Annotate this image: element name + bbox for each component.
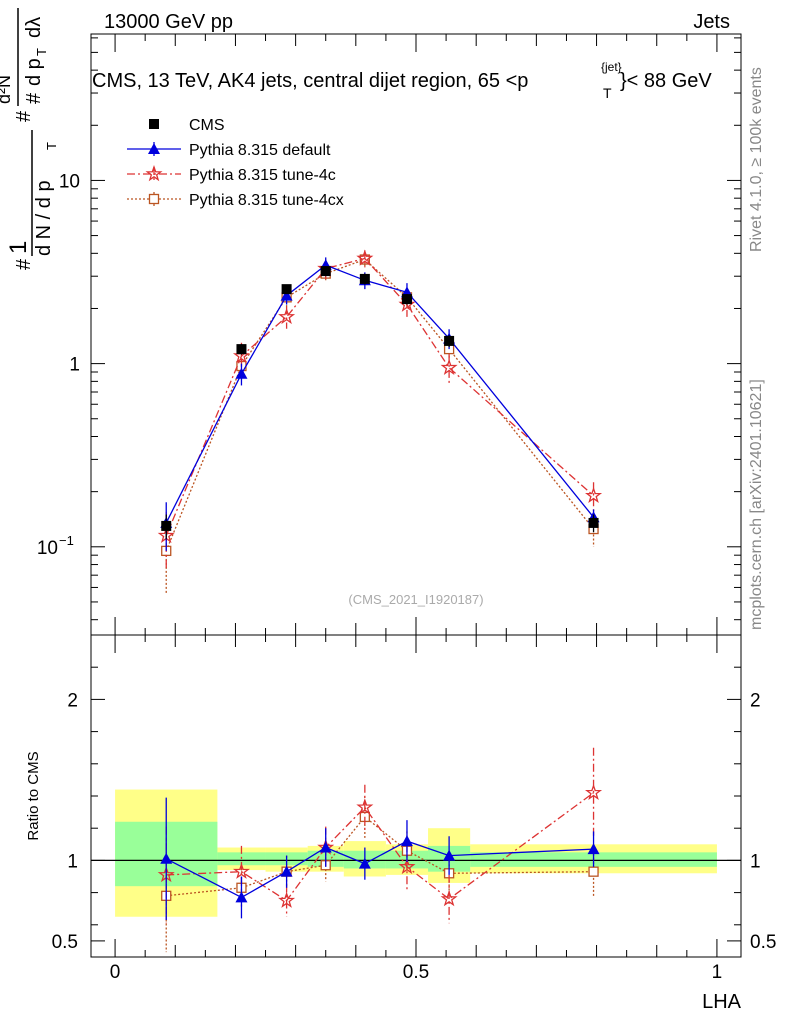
ratio-point-default [160,852,173,864]
ratio-xtick-label: 0 [110,962,121,983]
ratio-point-default [280,865,293,877]
title-end: }< 88 GeV [620,70,712,92]
ratio-point-tune4c [232,862,250,879]
energy-label: 13000 GeV pp [104,11,233,33]
legend-label-tune4cx: Pythia 8.315 tune-4cx [189,192,344,209]
legend-marker-tune4c [145,165,163,182]
main-ytick-label: 10 [59,171,80,192]
main-point-tune4c [356,249,374,266]
ratio-point-default [443,849,456,861]
main-ylabel: # 1 d N / d p T # d²N # d p T dλ [0,8,59,270]
main-ytick-exponent: −1 [59,533,74,548]
ratio-point-default [587,843,600,855]
ratio-ytick-label-right: 2 [750,690,761,711]
main-data-layer [157,249,603,595]
main-point-tune4c [440,358,458,375]
ratio-line-default [165,840,594,899]
ratio-xtick-label: 0.5 [403,962,429,983]
plot-title: CMS, 13 TeV, AK4 jets, central dijet reg… [92,70,528,92]
analysis-watermark: (CMS_2021_I1920187) [348,592,483,607]
legend-marker-cms [149,119,159,129]
ratio-ytick-label-left: 1 [67,851,78,872]
main-ytick-label: 10 [37,538,58,559]
x-axis-label: LHA [702,991,742,1013]
main-point-cms [588,517,599,528]
svg-text:T: T [44,142,59,150]
ratio-ytick-label-left: 0.5 [52,932,78,953]
ratio-ticks: 0 0.5 1 0.5 0.5 1 1 2 2 [52,635,776,983]
ratio-point-default [358,857,371,869]
main-point-default [280,289,293,301]
legend-label-tune4c: Pythia 8.315 tune-4c [189,167,336,184]
main-point-default [235,367,248,379]
main-point-cms [359,273,370,284]
legend-label-cms: CMS [189,117,225,134]
svg-text:1: 1 [5,241,32,254]
rivet-label: Rivet 4.1.0, ≥ 100k events [748,67,765,252]
svg-text:dλ: dλ [23,17,45,38]
legend-marker-default [148,143,160,154]
ratio-xtick-label: 1 [712,962,723,983]
ratio-ylabel: Ratio to CMS [25,751,42,840]
main-line-default [165,264,595,524]
ratio-point-tune4c [398,857,416,875]
main-point-cms [401,294,412,305]
svg-text:#: # [13,110,35,122]
main-point-cms [444,335,455,346]
ratio-point-tune4c [278,891,296,908]
svg-text:#: # [23,92,45,104]
ratio-point-default [400,835,413,847]
ratio-point-tune4c [440,890,458,907]
main-point-cms [320,266,331,277]
ratio-point-default [319,841,332,853]
main-point-tune4c [278,307,296,325]
main-point-cms [281,284,292,295]
main-point-tune4c [585,486,603,504]
ratio-ytick-label-right: 0.5 [750,932,776,953]
svg-text:#: # [13,258,35,270]
ratio-ytick-label-left: 2 [67,690,78,711]
legend: CMS Pythia 8.315 default Pythia 8.315 tune… [127,117,344,209]
ratio-line-tune4c [166,792,594,902]
ratio-point-tune4c [356,798,374,815]
svg-text:d N / d p: d N / d p [33,180,55,256]
category-label: Jets [693,11,730,33]
title-superscript: {jet} [601,60,622,74]
ratio-point-tune4cx [588,866,599,877]
legend-marker-tune4cx [148,193,160,205]
legend-label-default: Pythia 8.315 default [189,142,331,159]
svg-text:d²N: d²N [0,75,14,104]
ratio-point-default [235,891,248,903]
svg-text:d p: d p [23,58,45,86]
main-point-cms [236,344,247,355]
main-line-tune4c [165,257,594,536]
ratio-ytick-label-right: 1 [750,851,761,872]
ratio-plot: 0 0.5 1 0.5 0.5 1 1 2 2 Ratio to CMS LHA [25,634,776,1013]
mcplots-label: mcplots.cern.ch [arXiv:2401.10621] [748,379,765,630]
ratio-data-layer [91,747,741,953]
title-subscript: T [603,85,612,101]
svg-text:T: T [34,48,49,56]
main-line-tune4cx [165,258,595,552]
ratio-point-tune4c [585,783,603,801]
main-ytick-label: 1 [69,355,80,376]
main-point-cms [161,520,172,531]
